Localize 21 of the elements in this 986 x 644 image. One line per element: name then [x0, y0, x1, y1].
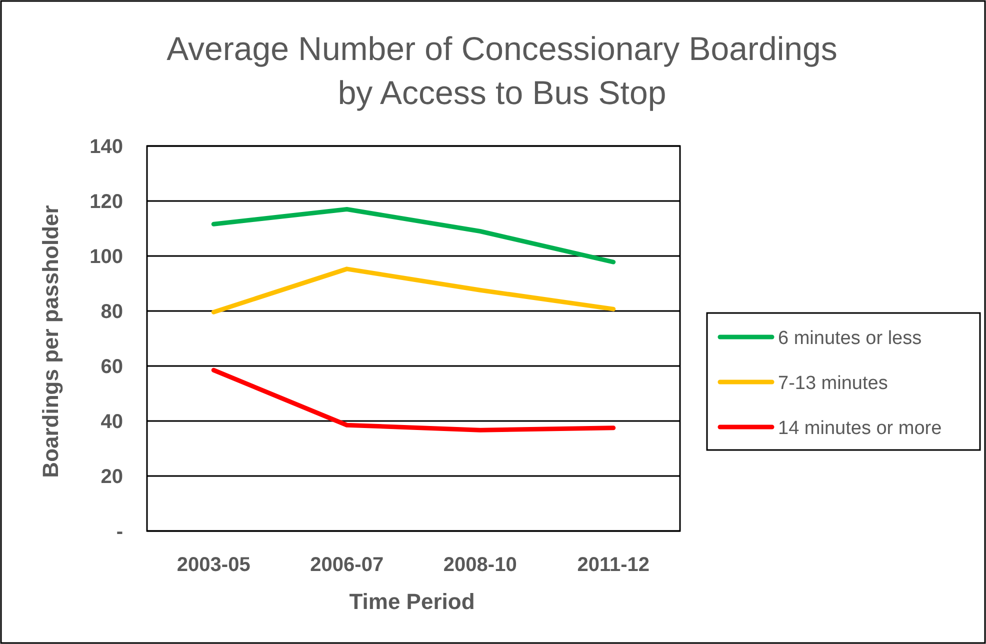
legend-label: 14 minutes or more: [778, 418, 942, 439]
line-series: [211, 266, 616, 314]
line-series: [211, 368, 616, 432]
x-tick-label: 2006-07: [310, 554, 384, 576]
y-tick-label: 120: [90, 191, 123, 213]
legend-label: 6 minutes or less: [778, 328, 922, 349]
legend-label: 7-13 minutes: [778, 373, 888, 394]
y-tick-label: 140: [90, 136, 123, 158]
chart-title: Average Number of Concessionary Boardings by Access to Bus Stop: [166, 30, 838, 111]
y-tick-label: 60: [100, 356, 123, 378]
x-tick-label: 2008-10: [443, 554, 517, 576]
y-tick-label: -: [116, 521, 123, 543]
y-tick-label: 20: [100, 466, 123, 488]
x-tick-label: 2003-05: [176, 554, 250, 576]
line-series: [211, 207, 616, 264]
y-axis-title: Boardings per passholder: [38, 204, 63, 478]
y-tick-label: 80: [100, 301, 123, 323]
x-axis-title: Time Period: [349, 589, 475, 614]
x-tick-label: 2011-12: [577, 554, 650, 576]
y-tick-label: 40: [100, 411, 123, 433]
y-tick-label: 100: [90, 246, 123, 268]
